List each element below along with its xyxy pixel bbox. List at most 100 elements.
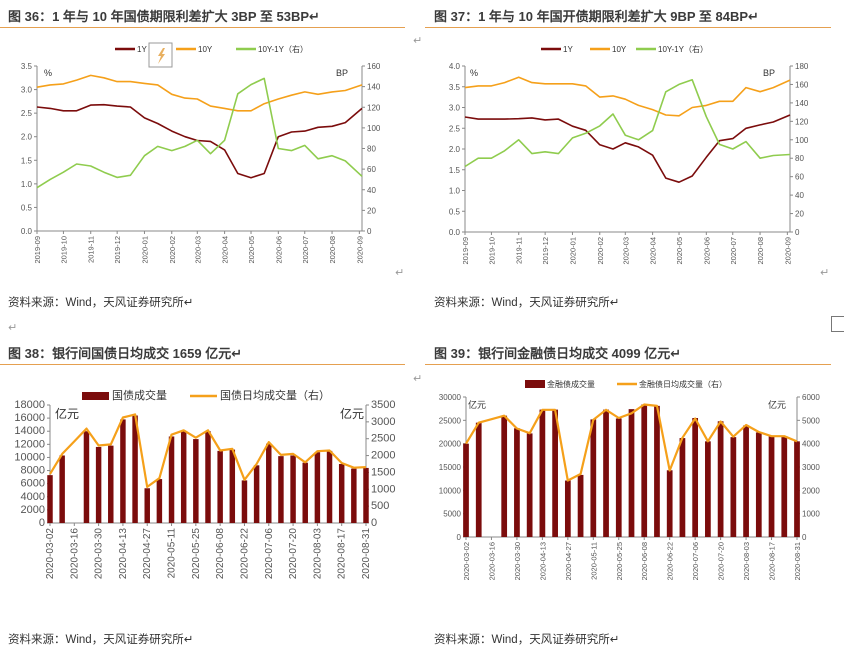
y2-tick-label: 140 (795, 99, 809, 108)
bar (590, 419, 597, 537)
x-tick-label: 2019-11 (515, 237, 524, 264)
y2-tick-label: 40 (795, 191, 804, 200)
bar (156, 479, 163, 523)
y-tick-label: 2.5 (21, 109, 33, 118)
y-tick-label: 2.0 (21, 133, 33, 142)
x-tick-label: 2019-10 (59, 236, 68, 264)
bar (577, 474, 584, 537)
x-tick-label: 2019-11 (87, 236, 96, 263)
bar (253, 465, 260, 523)
paragraph-mark: ↵ (820, 267, 830, 279)
bar (501, 415, 508, 537)
right-unit-label: BP (336, 68, 348, 78)
y2-tick-label: 0 (367, 227, 372, 236)
legend-label: 金融债日均成交量（右） (639, 379, 727, 389)
y2-tick-label: 3000 (802, 463, 820, 472)
right-unit-label: 亿元 (768, 399, 786, 410)
x-tick-label: 2019-09 (461, 237, 470, 265)
y2-tick-label: 20 (367, 206, 376, 215)
x-tick-label: 2020-02 (596, 237, 605, 265)
source-note: 资料来源：Wind，天风证券研究所↵ (434, 297, 620, 309)
y-tick-label: 10000 (439, 486, 462, 495)
y-tick-label: 16000 (14, 412, 45, 424)
bar (132, 415, 138, 523)
x-tick-label: 2020-02 (168, 236, 177, 264)
legend-label: 10Y-1Y（右） (258, 44, 308, 54)
series-line (464, 114, 791, 183)
y-tick-label: 2000 (21, 504, 45, 516)
y-tick-label: 3.0 (449, 104, 461, 113)
x-tick-label: 2020-05 (247, 236, 256, 264)
y-tick-label: 6000 (21, 478, 45, 490)
bar (83, 431, 90, 523)
bar (705, 441, 711, 537)
bar (564, 480, 571, 537)
y2-tick-label: 160 (795, 80, 809, 89)
x-tick-label: 2020-04-27 (142, 528, 153, 580)
y-tick-label: 4000 (21, 491, 45, 503)
bar (641, 404, 648, 537)
series-line (465, 403, 798, 482)
y-tick-label: 1.0 (449, 187, 461, 196)
bar (363, 467, 369, 523)
x-tick-label: 2020-07 (301, 236, 310, 264)
bar (193, 439, 199, 523)
x-tick-label: 2020-03-30 (513, 542, 522, 580)
bar (205, 431, 211, 523)
bar (628, 409, 635, 537)
y-tick-label: 20000 (439, 440, 462, 449)
x-tick-label: 2020-01 (140, 236, 149, 264)
y2-tick-label: 2000 (371, 450, 395, 462)
y2-tick-label: 160 (367, 62, 381, 71)
y-tick-label: 3.5 (449, 83, 461, 92)
x-tick-label: 2019-10 (487, 237, 496, 265)
y-tick-label: 25000 (439, 416, 462, 425)
figure-36-title: 图 36：1 年与 10 年国债期限利差扩大 3BP 至 53BP↵ (8, 9, 320, 24)
x-tick-label: 2020-03-30 (94, 528, 105, 580)
bar (717, 421, 724, 537)
bar (241, 480, 248, 523)
bar (615, 418, 622, 537)
y-tick-label: 8000 (21, 465, 45, 477)
y2-tick-label: 0 (802, 533, 807, 542)
legend-label: 1Y (137, 45, 147, 54)
x-tick-label: 2020-04-13 (118, 528, 129, 580)
title-rule (425, 27, 831, 28)
y2-tick-label: 80 (367, 145, 376, 154)
x-tick-label: 2020-06-08 (640, 542, 649, 580)
bar (730, 437, 737, 537)
bar (552, 409, 558, 537)
x-tick-label: 2020-03-16 (487, 542, 496, 580)
x-tick-label: 2020-03 (621, 237, 630, 265)
y2-tick-label: 100 (367, 124, 381, 133)
y2-tick-label: 2500 (371, 433, 395, 445)
y-tick-label: 12000 (14, 438, 45, 450)
y-tick-label: 1.0 (21, 180, 33, 189)
y-tick-label: 0.0 (21, 227, 33, 236)
y-tick-label: 30000 (439, 393, 462, 402)
margin-marker (831, 316, 844, 332)
x-tick-label: 2020-09 (783, 237, 792, 265)
bar (326, 450, 333, 523)
x-tick-label: 2020-06-08 (215, 528, 226, 580)
bar (338, 464, 345, 523)
bar (278, 456, 284, 523)
bar (59, 455, 65, 523)
x-tick-label: 2020-05-25 (191, 528, 202, 580)
bar (539, 409, 546, 537)
title-rule (0, 27, 405, 28)
right-unit-label: BP (763, 68, 775, 78)
y-tick-label: 2.5 (449, 124, 461, 133)
y2-tick-label: 2000 (802, 486, 820, 495)
flash-icon (158, 48, 165, 64)
y2-tick-label: 20 (795, 210, 804, 219)
legend-label: 金融债成交量 (547, 379, 595, 389)
x-tick-label: 2020-08 (756, 237, 765, 265)
x-tick-label: 2020-07-06 (691, 542, 700, 580)
left-unit-label: 亿元 (468, 399, 486, 410)
y-tick-label: 4.0 (449, 62, 461, 71)
x-tick-label: 2020-08-31 (361, 528, 372, 580)
